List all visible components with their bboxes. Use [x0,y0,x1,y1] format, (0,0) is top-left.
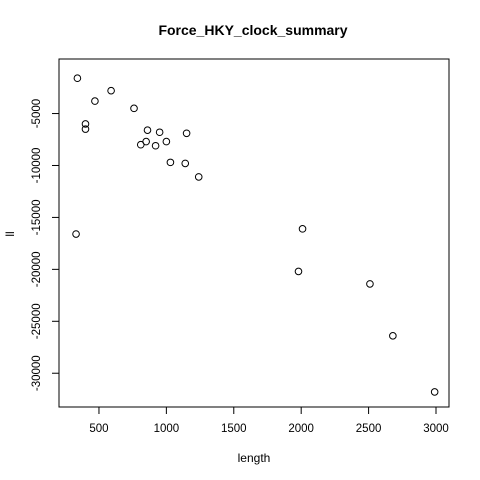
data-point [155,128,164,137]
data-point [81,120,90,128]
data-point [294,267,303,276]
chart-title: Force_HKY_clock_summary [158,22,347,38]
data-point [143,126,152,134]
x-axis-label: length [238,451,271,465]
data-point [298,225,307,233]
data-point [130,104,138,113]
x-tick-label: 1500 [221,423,247,435]
data-points [72,74,439,396]
data-point [182,129,191,138]
data-point [72,230,80,238]
y-tick-label: -10000 [31,148,43,184]
y-axis-label: ll [3,231,17,236]
data-point [151,141,160,150]
x-tick-label: 2000 [288,423,314,435]
x-tick-label: 500 [89,423,108,435]
y-tick-label: -30000 [31,355,43,391]
y-tick-label: -5000 [31,99,43,128]
data-point [166,158,175,167]
data-point [136,140,145,149]
x-tick-label: 3000 [423,423,449,435]
data-point [194,173,203,181]
data-point [366,280,374,288]
data-point [91,97,99,105]
x-axis: 500 1000 1500 2000 2500 3000 [89,406,449,435]
x-tick-label: 1000 [154,423,180,435]
data-point [389,332,397,340]
y-axis: -5000 -10000 -15000 -20000 -25000 -30000 [31,99,60,391]
data-point [181,159,190,168]
y-tick-label: -25000 [31,303,43,339]
plot-frame [58,58,450,408]
y-tick-label: -15000 [31,200,43,236]
data-point [430,388,439,396]
data-point [73,74,82,83]
data-point [162,137,171,146]
data-point [107,86,115,95]
data-point [81,125,90,133]
x-tick-label: 2500 [356,423,382,435]
y-tick-label: -20000 [31,251,43,287]
